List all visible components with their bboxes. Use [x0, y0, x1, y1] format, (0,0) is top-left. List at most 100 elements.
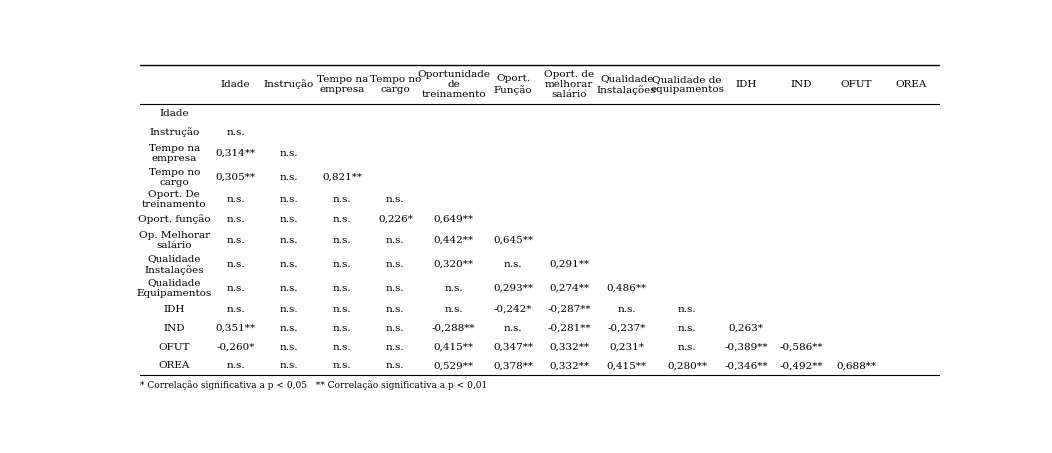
- Text: 0,442**: 0,442**: [433, 236, 473, 245]
- Text: Oportunidade
de
treinamento: Oportunidade de treinamento: [418, 70, 490, 99]
- Text: n.s.: n.s.: [444, 284, 463, 293]
- Text: -0,287**: -0,287**: [547, 305, 591, 314]
- Text: n.s.: n.s.: [226, 236, 245, 245]
- Text: 0,649**: 0,649**: [433, 215, 473, 224]
- Text: Op. Melhorar
salário: Op. Melhorar salário: [139, 231, 210, 250]
- Text: IDH: IDH: [735, 80, 757, 89]
- Text: 0,378**: 0,378**: [493, 361, 533, 371]
- Text: IDH: IDH: [164, 305, 185, 314]
- Text: -0,242*: -0,242*: [493, 305, 532, 314]
- Text: n.s.: n.s.: [444, 305, 463, 314]
- Text: -0,586**: -0,586**: [780, 342, 823, 352]
- Text: n.s.: n.s.: [280, 305, 298, 314]
- Text: OREA: OREA: [895, 80, 927, 89]
- Text: n.s.: n.s.: [332, 324, 351, 333]
- Text: n.s.: n.s.: [280, 173, 298, 182]
- Text: Tempo no
cargo: Tempo no cargo: [369, 75, 421, 94]
- Text: 0,351**: 0,351**: [216, 324, 256, 333]
- Text: Oport. De
treinamento: Oport. De treinamento: [142, 190, 206, 209]
- Text: 0,645**: 0,645**: [493, 236, 533, 245]
- Text: n.s.: n.s.: [386, 324, 405, 333]
- Text: n.s.: n.s.: [504, 324, 522, 333]
- Text: n.s.: n.s.: [226, 361, 245, 371]
- Text: 0,293**: 0,293**: [493, 284, 533, 293]
- Text: -0,260*: -0,260*: [217, 342, 255, 352]
- Text: 0,274**: 0,274**: [549, 284, 589, 293]
- Text: OFUT: OFUT: [841, 80, 872, 89]
- Text: -0,389**: -0,389**: [725, 342, 768, 352]
- Text: 0,314**: 0,314**: [216, 149, 256, 158]
- Text: n.s.: n.s.: [386, 284, 405, 293]
- Text: n.s.: n.s.: [332, 284, 351, 293]
- Text: IND: IND: [163, 324, 185, 333]
- Text: n.s.: n.s.: [280, 284, 298, 293]
- Text: OREA: OREA: [159, 361, 190, 371]
- Text: n.s.: n.s.: [386, 342, 405, 352]
- Text: OFUT: OFUT: [159, 342, 190, 352]
- Text: -0,346**: -0,346**: [725, 361, 768, 371]
- Text: 0,305**: 0,305**: [216, 173, 256, 182]
- Text: n.s.: n.s.: [504, 260, 522, 269]
- Text: Tempo na
empresa: Tempo na empresa: [317, 75, 368, 94]
- Text: n.s.: n.s.: [386, 236, 405, 245]
- Text: 0,347**: 0,347**: [493, 342, 533, 352]
- Text: n.s.: n.s.: [226, 305, 245, 314]
- Text: 0,263*: 0,263*: [729, 324, 764, 333]
- Text: n.s.: n.s.: [677, 305, 696, 314]
- Text: 0,529**: 0,529**: [433, 361, 473, 371]
- Text: n.s.: n.s.: [332, 305, 351, 314]
- Text: 0,415**: 0,415**: [607, 361, 647, 371]
- Text: n.s.: n.s.: [677, 342, 696, 352]
- Text: n.s.: n.s.: [226, 128, 245, 137]
- Text: Idade: Idade: [160, 109, 189, 118]
- Text: n.s.: n.s.: [332, 361, 351, 371]
- Text: Oport.
Função: Oport. Função: [493, 74, 532, 95]
- Text: n.s.: n.s.: [332, 215, 351, 224]
- Text: -0,281**: -0,281**: [547, 324, 591, 333]
- Text: n.s.: n.s.: [280, 361, 298, 371]
- Text: Oport. função: Oport. função: [138, 214, 210, 224]
- Text: Instrução: Instrução: [149, 127, 200, 137]
- Text: 0,332**: 0,332**: [549, 361, 589, 371]
- Text: n.s.: n.s.: [280, 195, 298, 204]
- Text: n.s.: n.s.: [386, 361, 405, 371]
- Text: n.s.: n.s.: [386, 260, 405, 269]
- Text: n.s.: n.s.: [226, 215, 245, 224]
- Text: 0,821**: 0,821**: [322, 173, 362, 182]
- Text: Tempo na
empresa: Tempo na empresa: [148, 144, 200, 163]
- Text: n.s.: n.s.: [618, 305, 636, 314]
- Text: n.s.: n.s.: [280, 260, 298, 269]
- Text: n.s.: n.s.: [677, 324, 696, 333]
- Text: n.s.: n.s.: [386, 195, 405, 204]
- Text: Oport. de
melhorar
salário: Oport. de melhorar salário: [544, 70, 594, 99]
- Text: Qualidade de
equipamentos: Qualidade de equipamentos: [650, 75, 724, 94]
- Text: n.s.: n.s.: [280, 342, 298, 352]
- Text: n.s.: n.s.: [332, 236, 351, 245]
- Text: Qualidade
Instalações: Qualidade Instalações: [596, 74, 656, 95]
- Text: n.s.: n.s.: [332, 260, 351, 269]
- Text: Tempo no
cargo: Tempo no cargo: [148, 168, 200, 187]
- Text: n.s.: n.s.: [280, 215, 298, 224]
- Text: n.s.: n.s.: [280, 149, 298, 158]
- Text: * Correlação significativa a p < 0,05   ** Correlação significativa a p < 0,01: * Correlação significativa a p < 0,05 **…: [140, 381, 487, 390]
- Text: -0,237*: -0,237*: [607, 324, 646, 333]
- Text: 0,291**: 0,291**: [549, 260, 589, 269]
- Text: Instrução: Instrução: [264, 80, 313, 89]
- Text: n.s.: n.s.: [386, 305, 405, 314]
- Text: n.s.: n.s.: [332, 195, 351, 204]
- Text: n.s.: n.s.: [226, 260, 245, 269]
- Text: 0,280**: 0,280**: [667, 361, 707, 371]
- Text: 0,332**: 0,332**: [549, 342, 589, 352]
- Text: n.s.: n.s.: [226, 284, 245, 293]
- Text: n.s.: n.s.: [226, 195, 245, 204]
- Text: 0,231*: 0,231*: [609, 342, 644, 352]
- Text: n.s.: n.s.: [332, 342, 351, 352]
- Text: 0,226*: 0,226*: [378, 215, 412, 224]
- Text: 0,486**: 0,486**: [607, 284, 647, 293]
- Text: -0,288**: -0,288**: [432, 324, 476, 333]
- Text: 0,688**: 0,688**: [836, 361, 876, 371]
- Text: 0,415**: 0,415**: [433, 342, 473, 352]
- Text: n.s.: n.s.: [280, 236, 298, 245]
- Text: IND: IND: [790, 80, 812, 89]
- Text: Idade: Idade: [221, 80, 250, 89]
